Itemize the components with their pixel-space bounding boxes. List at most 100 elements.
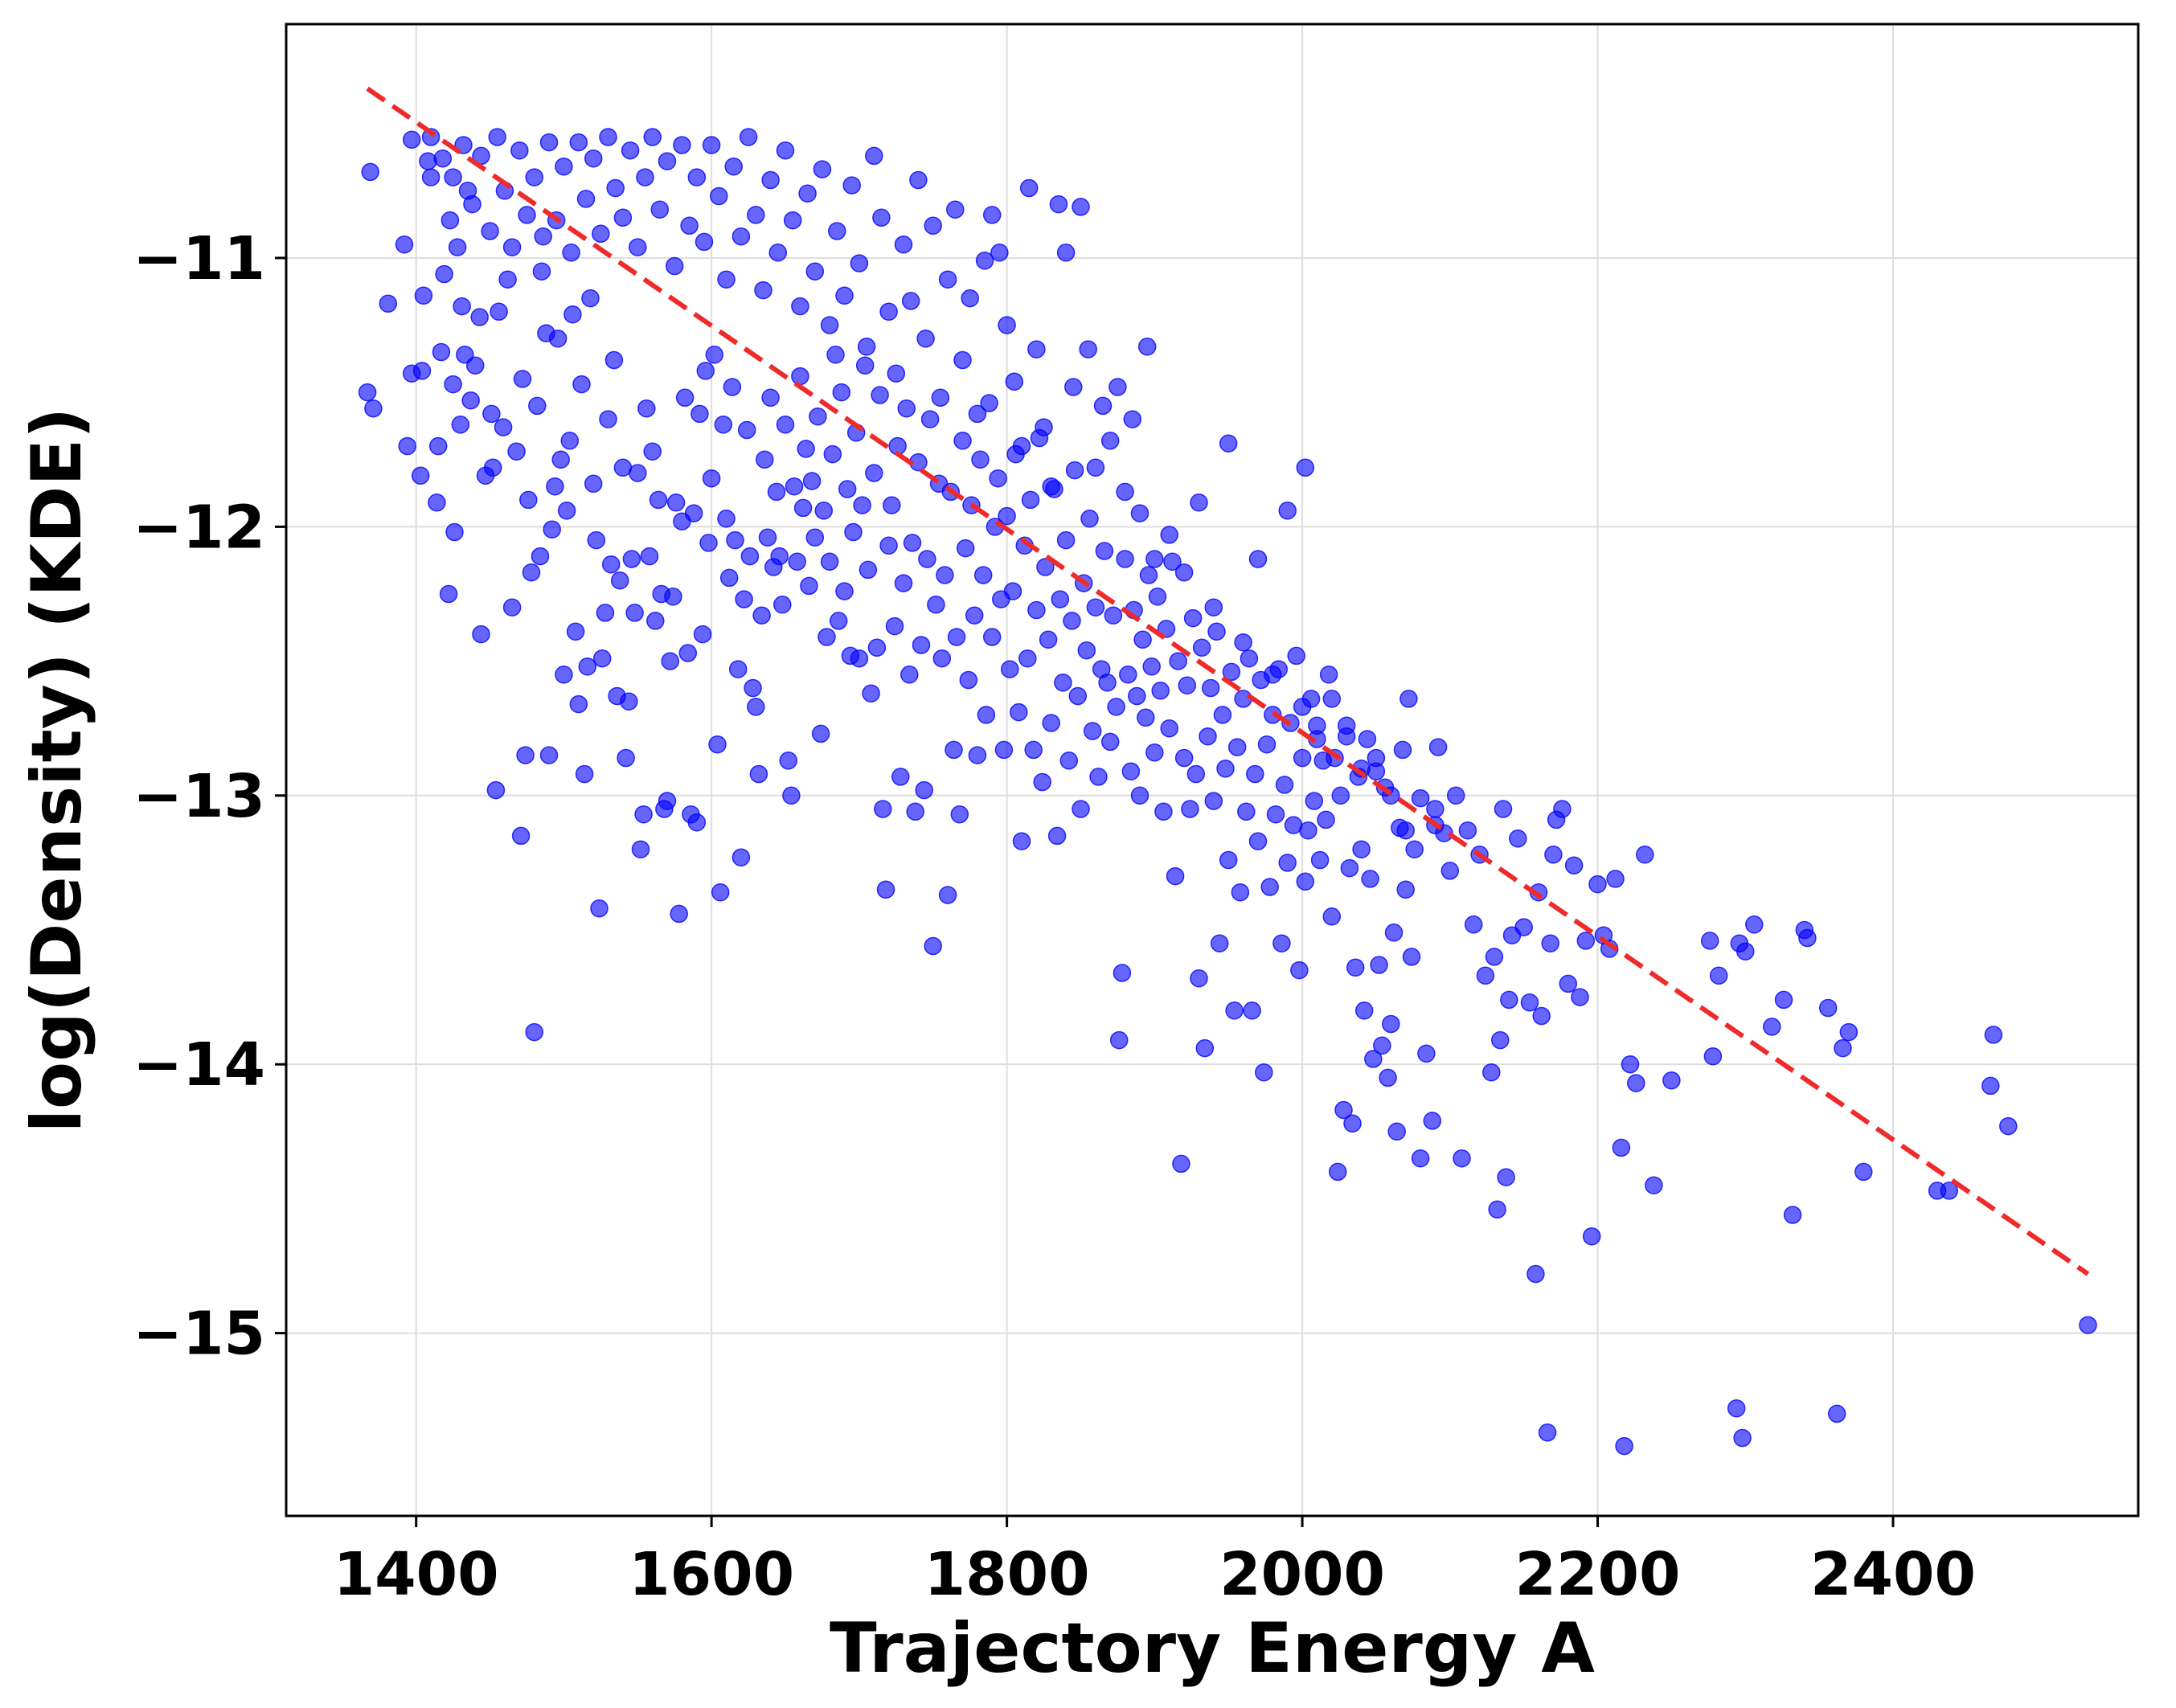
data-point: [1130, 786, 1149, 805]
data-point: [773, 596, 792, 614]
data-point: [1234, 633, 1252, 652]
data-point: [435, 264, 453, 284]
data-point: [1195, 1038, 1215, 1058]
data-point: [737, 420, 756, 440]
data-point: [723, 378, 742, 396]
data-point: [1063, 612, 1081, 630]
data-point: [1485, 948, 1504, 966]
data-point: [1100, 432, 1120, 450]
data-point: [604, 350, 624, 370]
data-point: [1204, 792, 1223, 810]
data-point: [731, 227, 751, 246]
data-point: [1446, 786, 1465, 805]
data-point: [1116, 482, 1134, 502]
data-point: [486, 780, 506, 800]
data-point: [1538, 1423, 1557, 1442]
data-point: [1113, 964, 1132, 982]
data-point: [705, 346, 724, 364]
data-point: [421, 168, 441, 186]
data-point: [606, 178, 625, 198]
x-tick-label: 1600: [629, 1540, 794, 1609]
data-point: [1266, 805, 1285, 824]
data-point: [569, 133, 588, 152]
data-point: [761, 388, 780, 408]
data-point: [414, 286, 433, 305]
data-point: [461, 391, 480, 410]
data-point: [670, 904, 688, 924]
data-point: [519, 490, 538, 510]
data-point: [714, 416, 733, 434]
data-point: [953, 432, 972, 450]
data-point: [636, 168, 654, 186]
data-point: [445, 522, 464, 542]
data-point: [971, 450, 990, 469]
data-point: [599, 410, 617, 428]
data-point: [918, 550, 936, 568]
data-point: [901, 292, 920, 310]
data-point: [1571, 988, 1589, 1006]
fit-line-layer: [366, 86, 2090, 1276]
data-point: [687, 813, 707, 832]
data-point: [1278, 854, 1297, 872]
data-point: [696, 362, 715, 380]
data-point: [1564, 856, 1584, 874]
data-point: [1204, 598, 1223, 616]
data-point: [820, 316, 839, 334]
data-point: [1260, 878, 1279, 896]
data-point: [1036, 558, 1055, 576]
data-point: [1072, 198, 1090, 216]
data-point: [1464, 915, 1483, 934]
data-point: [702, 136, 721, 154]
data-point: [1079, 340, 1097, 358]
data-point: [1296, 458, 1315, 477]
data-point: [463, 195, 482, 214]
data-point: [1166, 866, 1185, 886]
data-point: [419, 152, 437, 170]
data-point: [791, 297, 809, 316]
data-point: [859, 560, 878, 580]
data-point: [702, 469, 721, 488]
data-point: [1384, 924, 1404, 942]
data-point: [1798, 928, 1817, 948]
data-point: [444, 168, 462, 186]
data-point: [724, 157, 743, 176]
data-point: [994, 740, 1014, 760]
data-point: [510, 141, 529, 160]
data-point: [1257, 735, 1277, 754]
data-point: [465, 356, 485, 375]
data-point: [1615, 1436, 1633, 1456]
data-point: [1035, 418, 1053, 436]
data-point: [1500, 990, 1518, 1010]
data-point: [448, 238, 467, 256]
data-point: [1396, 821, 1415, 840]
data-point: [945, 740, 963, 760]
data-point: [1231, 883, 1250, 902]
data-point: [1509, 829, 1527, 848]
data-point: [1128, 686, 1146, 706]
data-point: [358, 383, 377, 402]
data-point: [829, 612, 848, 630]
data-point: [959, 670, 978, 690]
data-point: [1181, 800, 1199, 818]
data-point: [631, 840, 650, 858]
data-point: [572, 375, 591, 394]
data-point: [728, 660, 748, 678]
data-point: [1393, 740, 1412, 760]
data-point: [578, 657, 597, 676]
data-point: [752, 606, 771, 625]
x-tick-label: 2000: [1219, 1540, 1385, 1609]
data-point: [770, 547, 789, 566]
data-point: [968, 746, 987, 764]
data-point: [887, 364, 906, 383]
data-point: [555, 157, 573, 176]
data-point: [785, 477, 804, 496]
data-point: [1012, 436, 1031, 456]
data-point: [1246, 764, 1264, 784]
data-point: [1636, 846, 1654, 864]
data-point: [451, 416, 470, 434]
data-point: [1121, 762, 1141, 780]
data-point: [1051, 590, 1070, 608]
data-point: [1056, 530, 1076, 550]
data-point: [874, 800, 892, 818]
